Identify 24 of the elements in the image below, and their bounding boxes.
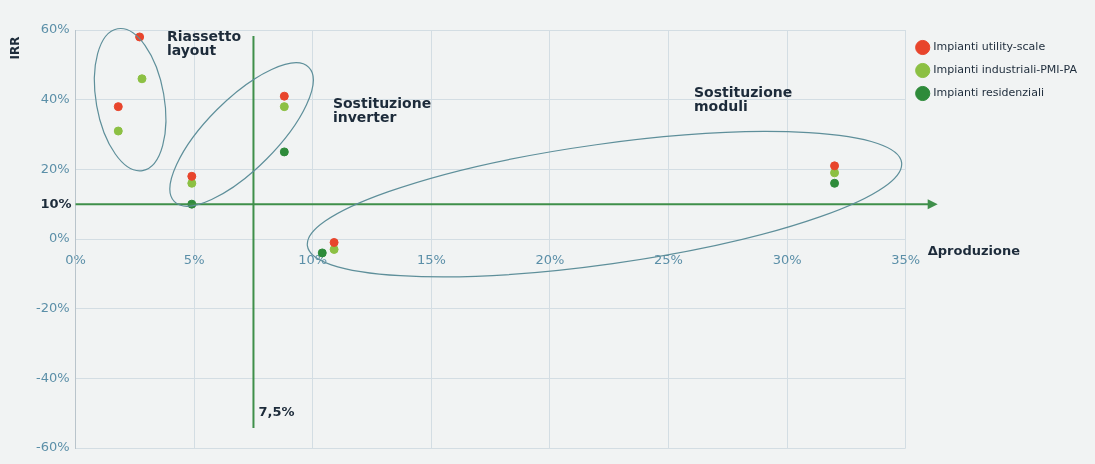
x-tick-label: 25% (654, 252, 683, 268)
legend-label: Impianti residenziali (933, 86, 1045, 100)
y-tick-label: -20% (35, 300, 70, 316)
ref-line-label: 10% (40, 195, 72, 211)
legend-label: Impianti industriali-PMI-PA (933, 63, 1078, 77)
x-tick-label: 35% (891, 252, 921, 268)
ref-line-label: 7,5% (258, 404, 295, 420)
y-tick-label: -40% (35, 369, 70, 385)
x-tick-label: 15% (416, 252, 446, 268)
annotation: Sostituzione inverter (332, 94, 432, 125)
y-tick-label: -60% (35, 439, 70, 455)
x-axis-title: Δproduzione (927, 243, 1021, 259)
y-tick-label: 20% (40, 160, 70, 176)
y-tick-label: 60% (40, 21, 70, 37)
x-tick-label: 0% (65, 252, 86, 268)
x-tick-label: 5% (183, 252, 205, 268)
annotation: Sostituzione moduli (694, 84, 793, 115)
x-tick-label: 20% (535, 252, 565, 268)
legend-label: Impianti utility-scale (933, 40, 1046, 54)
y-tick-label: 0% (48, 230, 70, 246)
y-tick-label: 40% (40, 91, 70, 107)
annotation: Riassetto layout (166, 27, 242, 58)
x-tick-label: 30% (772, 252, 802, 268)
y-axis-title: IRR (7, 36, 22, 60)
